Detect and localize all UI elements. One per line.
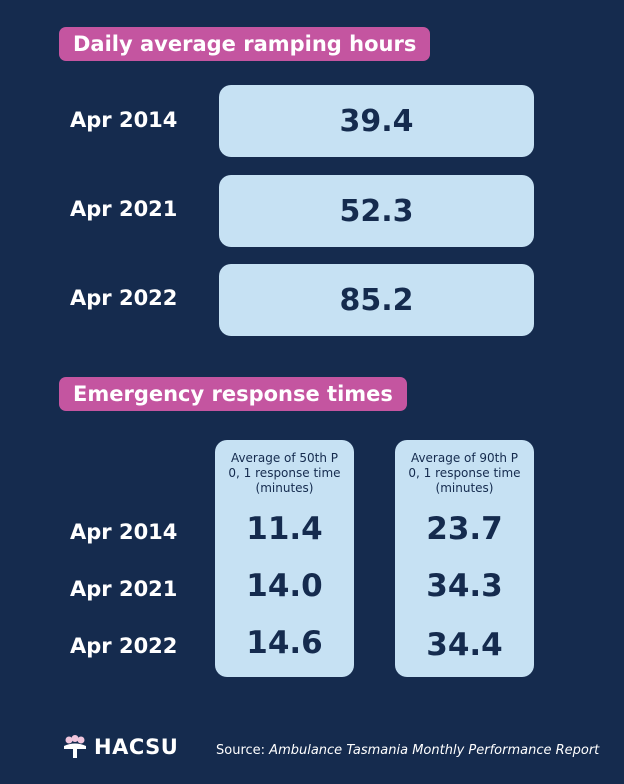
ramping-value-2022: 85.2 [339,282,414,318]
response-p50-2014: 11.4 [246,511,323,547]
response-row-label-2022: Apr 2022 [70,634,178,658]
source-prefix: Source: [216,743,270,758]
response-col-90th: Average of 90th P 0, 1 response time (mi… [395,440,534,677]
ramping-row-label-2022: Apr 2022 [70,286,178,310]
ramping-value-2021: 52.3 [339,193,414,229]
hacsu-logo: HACSU [62,735,178,759]
source-name: Ambulance Tasmania Monthly Performance R… [269,743,600,758]
response-row-label-2021: Apr 2021 [70,577,178,601]
response-p50-2021: 14.0 [246,568,323,604]
ramping-value-box-2014: 39.4 [219,85,534,157]
ramping-row-label-2014: Apr 2014 [70,108,178,132]
ramping-value-2014: 39.4 [339,103,414,139]
response-col-90th-header: Average of 90th P 0, 1 response time (mi… [408,451,521,495]
ramping-section-title: Daily average ramping hours [59,27,431,61]
hacsu-logo-text: HACSU [94,735,179,759]
response-p50-2022: 14.6 [246,625,323,661]
response-col-50th: Average of 50th P 0, 1 response time (mi… [215,440,354,677]
response-col-50th-header: Average of 50th P 0, 1 response time (mi… [228,451,341,495]
ramping-value-box-2021: 52.3 [219,175,534,247]
response-p90-2021: 34.3 [426,568,503,604]
response-p90-2022: 34.4 [426,627,503,663]
source-citation: Source: Ambulance Tasmania Monthly Perfo… [216,743,599,758]
response-p90-2014: 23.7 [426,511,503,547]
ramping-value-box-2022: 85.2 [219,264,534,336]
response-row-label-2014: Apr 2014 [70,520,178,544]
response-section-title: Emergency response times [59,377,407,411]
ramping-row-label-2021: Apr 2021 [70,197,178,221]
hacsu-logo-icon [64,735,86,758]
